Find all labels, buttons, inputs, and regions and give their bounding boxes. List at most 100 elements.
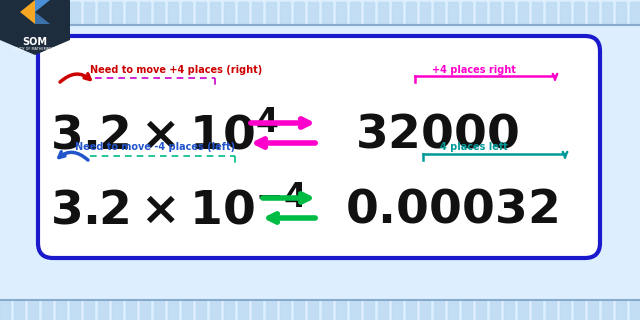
- Bar: [630, 2, 640, 24]
- Text: $\mathbf{3.2 \times 10^{-4}}$: $\mathbf{3.2 \times 10^{-4}}$: [50, 186, 307, 234]
- Bar: [98, 2, 108, 24]
- Bar: [336, 300, 346, 320]
- Bar: [588, 2, 598, 24]
- Text: Need to move +4 places (right): Need to move +4 places (right): [90, 65, 262, 75]
- Bar: [140, 2, 150, 24]
- Bar: [434, 300, 444, 320]
- Bar: [574, 300, 584, 320]
- Bar: [574, 2, 584, 24]
- Bar: [602, 300, 612, 320]
- Bar: [518, 300, 528, 320]
- Bar: [420, 2, 430, 24]
- Text: $\mathbf{32000}$: $\mathbf{32000}$: [355, 113, 519, 157]
- Bar: [84, 300, 94, 320]
- Bar: [294, 300, 304, 320]
- Bar: [42, 2, 52, 24]
- Bar: [448, 300, 458, 320]
- Bar: [28, 300, 38, 320]
- Bar: [448, 2, 458, 24]
- Polygon shape: [0, 0, 70, 55]
- Bar: [280, 300, 290, 320]
- Bar: [420, 300, 430, 320]
- Text: STUDY OF MATHEMATICS: STUDY OF MATHEMATICS: [13, 47, 57, 51]
- Bar: [252, 2, 262, 24]
- Bar: [406, 300, 416, 320]
- Bar: [336, 2, 346, 24]
- Bar: [238, 2, 248, 24]
- Bar: [462, 300, 472, 320]
- Polygon shape: [35, 12, 50, 24]
- Bar: [224, 300, 234, 320]
- Bar: [56, 300, 66, 320]
- Bar: [224, 2, 234, 24]
- Bar: [532, 300, 542, 320]
- Bar: [266, 2, 276, 24]
- Bar: [70, 2, 80, 24]
- Bar: [490, 300, 500, 320]
- Bar: [476, 300, 486, 320]
- Bar: [378, 300, 388, 320]
- Bar: [112, 300, 122, 320]
- Bar: [0, 300, 10, 320]
- Bar: [504, 300, 514, 320]
- Bar: [126, 300, 136, 320]
- Bar: [154, 2, 164, 24]
- Bar: [406, 2, 416, 24]
- Bar: [490, 2, 500, 24]
- Bar: [546, 2, 556, 24]
- Bar: [350, 300, 360, 320]
- Bar: [322, 2, 332, 24]
- Bar: [378, 2, 388, 24]
- Text: $\mathbf{0.00032}$: $\mathbf{0.00032}$: [345, 188, 558, 233]
- Bar: [532, 2, 542, 24]
- Text: 4 places left: 4 places left: [440, 142, 508, 152]
- Bar: [322, 300, 332, 320]
- Bar: [308, 2, 318, 24]
- Bar: [434, 2, 444, 24]
- Bar: [588, 300, 598, 320]
- Text: Need to move -4 places (left): Need to move -4 places (left): [75, 142, 235, 152]
- Bar: [630, 300, 640, 320]
- Bar: [140, 300, 150, 320]
- Bar: [238, 300, 248, 320]
- Bar: [560, 2, 570, 24]
- Bar: [42, 300, 52, 320]
- Bar: [518, 2, 528, 24]
- Bar: [392, 300, 402, 320]
- Bar: [196, 2, 206, 24]
- Bar: [98, 300, 108, 320]
- Bar: [168, 300, 178, 320]
- Bar: [308, 300, 318, 320]
- Bar: [14, 2, 24, 24]
- Bar: [154, 300, 164, 320]
- Bar: [546, 300, 556, 320]
- Bar: [266, 300, 276, 320]
- Bar: [126, 2, 136, 24]
- Bar: [112, 2, 122, 24]
- Bar: [168, 2, 178, 24]
- Bar: [210, 300, 220, 320]
- Bar: [280, 2, 290, 24]
- Polygon shape: [20, 0, 35, 24]
- Bar: [602, 2, 612, 24]
- Text: +4 places right: +4 places right: [432, 65, 516, 75]
- Text: $\mathbf{3.2 \times 10^4}$: $\mathbf{3.2 \times 10^4}$: [50, 111, 279, 159]
- Polygon shape: [35, 0, 50, 12]
- Bar: [476, 2, 486, 24]
- Text: SOM: SOM: [22, 37, 47, 47]
- Bar: [56, 2, 66, 24]
- Bar: [462, 2, 472, 24]
- Bar: [350, 2, 360, 24]
- Bar: [252, 300, 262, 320]
- Bar: [14, 300, 24, 320]
- Bar: [210, 2, 220, 24]
- Bar: [182, 300, 192, 320]
- Bar: [182, 2, 192, 24]
- Bar: [616, 2, 626, 24]
- Bar: [294, 2, 304, 24]
- Bar: [28, 2, 38, 24]
- Bar: [364, 2, 374, 24]
- Bar: [196, 300, 206, 320]
- Bar: [84, 2, 94, 24]
- Bar: [616, 300, 626, 320]
